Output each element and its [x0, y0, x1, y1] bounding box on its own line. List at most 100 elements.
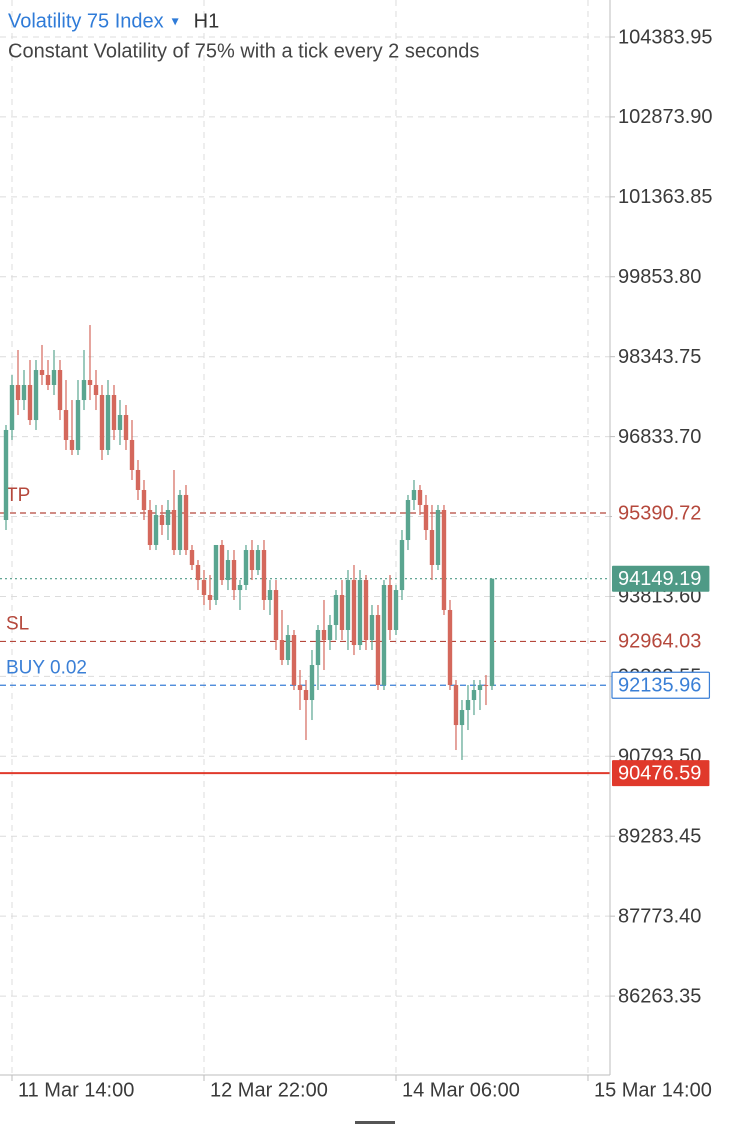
candle-body [471, 690, 477, 701]
candle-body [213, 544, 219, 600]
candle-body [141, 489, 147, 511]
candle-body [285, 635, 291, 660]
candle-body [465, 700, 471, 711]
candle-body [321, 629, 327, 640]
candle-body [267, 590, 273, 600]
candle-body [459, 710, 465, 726]
candle-body [159, 514, 165, 525]
candle-body [123, 415, 129, 440]
candle-body [219, 544, 225, 581]
price-tags: 95390.72 94149.19 92964.03 92135.96 90476.59 [611, 499, 711, 787]
candle-body [69, 439, 75, 450]
candle-body [45, 374, 51, 385]
candle-body [255, 550, 261, 571]
candle-body [231, 560, 237, 591]
price-tag [611, 671, 711, 699]
y-tick-label: 89283.45 [618, 826, 701, 848]
price-tag [612, 628, 710, 655]
price-lines: TP SL BUY 0.02 [0, 485, 610, 775]
scroll-handle[interactable] [355, 1121, 395, 1124]
y-tick-label: 86263.35 [618, 985, 701, 1007]
candle-body [99, 394, 105, 450]
candle-body [51, 370, 57, 385]
price-line-label: SL [6, 613, 29, 634]
price-line-label: BUY 0.02 [6, 657, 87, 678]
candle-body [261, 550, 267, 600]
timeframe[interactable]: H1 [194, 10, 220, 32]
y-tick-label: 98343.75 [618, 346, 701, 368]
y-tick-label: 99853.80 [618, 266, 701, 288]
candle-body [201, 580, 207, 596]
x-tick-label: 11 Mar 14:00 [18, 1079, 134, 1101]
candle-body [177, 494, 183, 551]
candle-body [441, 510, 447, 610]
candle-body [3, 429, 9, 521]
candle-body [15, 384, 21, 401]
x-tick-label: 12 Mar 22:00 [210, 1079, 328, 1101]
price-tag [612, 565, 710, 592]
candle-body [27, 384, 33, 421]
x-tick-label: 14 Mar 06:00 [402, 1079, 520, 1101]
candle-body [345, 580, 351, 630]
candle-body [489, 578, 495, 687]
x-tick-label: 15 Mar 14:00 [594, 1079, 712, 1101]
candle-body [399, 540, 405, 591]
candle-body [207, 595, 213, 600]
price-tag [612, 499, 710, 526]
candle-body [333, 595, 339, 626]
y-tick-label: 96833.70 [618, 426, 701, 448]
candle-body [351, 580, 357, 646]
price-line-label: TP [6, 485, 30, 506]
price-tag-label: 92135.96 [618, 675, 701, 697]
candle-body [195, 564, 201, 581]
candle-body [417, 489, 423, 505]
price-tag-label: 94149.19 [618, 568, 701, 590]
candle-body [183, 494, 189, 551]
candle-body [339, 595, 345, 630]
candle-body [105, 394, 111, 450]
candle-body [147, 510, 153, 545]
candle-body [453, 685, 459, 726]
candle-body [309, 665, 315, 701]
candle-body [9, 384, 15, 430]
candle-body [129, 439, 135, 470]
candle-body [39, 370, 45, 375]
candle-body [81, 380, 87, 401]
candle-body [375, 615, 381, 686]
y-tick-label: 101363.85 [618, 186, 713, 208]
chart-title[interactable]: Volatility 75 Index [8, 10, 164, 32]
candle-body [75, 400, 81, 450]
candle-body [249, 550, 255, 571]
candle-body [411, 489, 417, 501]
candle-body [327, 625, 333, 640]
grid [0, 0, 610, 1075]
candle-body [429, 530, 435, 565]
candle-body [117, 415, 123, 430]
candle-body [369, 615, 375, 640]
candle-body [297, 685, 303, 691]
candle-body [315, 629, 321, 666]
price-tag-label: 95390.72 [618, 502, 701, 524]
price-tag-label: 92964.03 [618, 631, 701, 653]
candle-body [405, 500, 411, 541]
candle-body [393, 590, 399, 630]
candle-body [165, 510, 171, 525]
dropdown-icon[interactable]: ▾ [172, 13, 179, 29]
candle-body [273, 590, 279, 640]
candle-body [435, 510, 441, 565]
candle-body [243, 550, 249, 586]
candle-body [483, 685, 489, 687]
candle-body [171, 510, 177, 551]
candle-body [381, 585, 387, 686]
candle-body [135, 469, 141, 490]
candle-body [477, 685, 483, 691]
candle-body [225, 560, 231, 581]
candles [3, 325, 495, 760]
candle-body [111, 394, 117, 430]
chart-subtitle: Constant Volatility of 75% with a tick e… [8, 40, 479, 62]
candle-body [303, 690, 309, 701]
candle-body [63, 410, 69, 440]
